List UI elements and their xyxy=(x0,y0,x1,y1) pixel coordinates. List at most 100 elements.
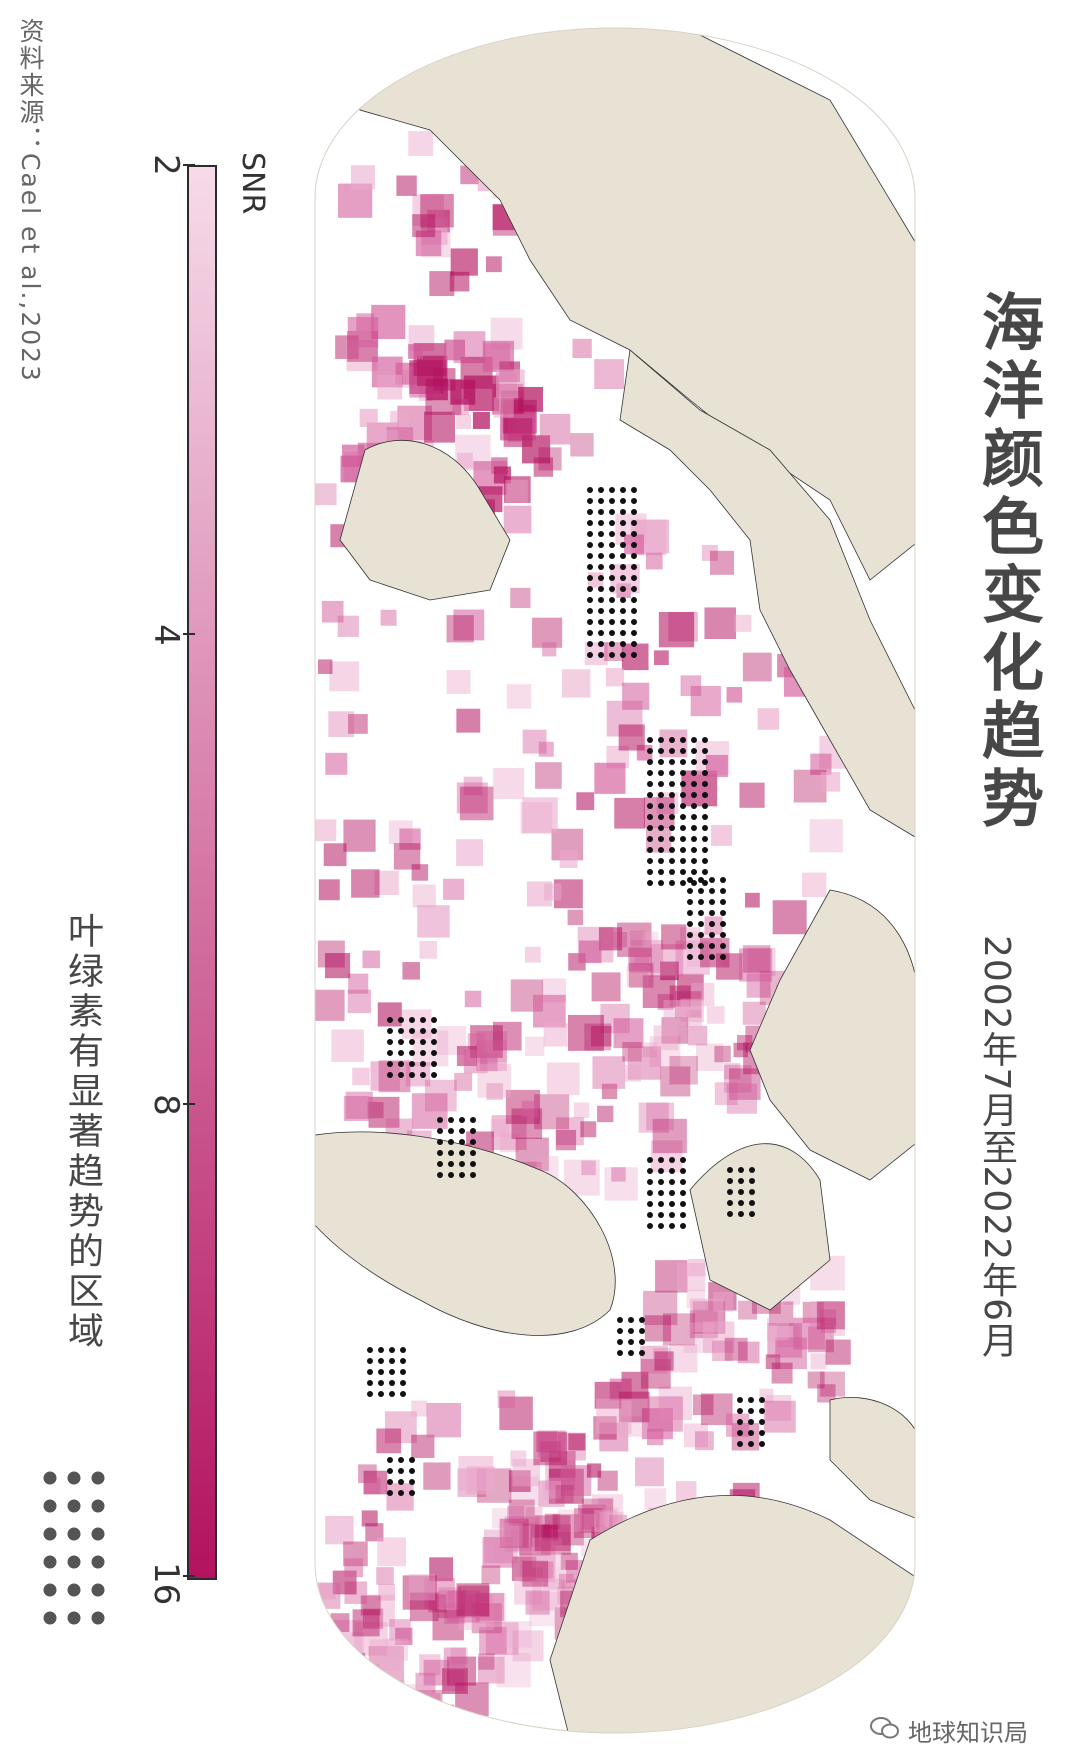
snr-cell xyxy=(742,652,772,682)
snr-cell xyxy=(432,1609,464,1641)
trend-dot xyxy=(680,1223,686,1229)
trend-dot xyxy=(587,564,593,570)
snr-cell xyxy=(318,879,340,901)
snr-cell xyxy=(810,753,832,775)
trend-dot xyxy=(598,608,604,614)
trend-dot xyxy=(680,880,686,886)
snr-cell xyxy=(450,1647,468,1665)
snr-cell xyxy=(696,1043,724,1071)
trend-dot xyxy=(420,1039,426,1045)
snr-cell xyxy=(386,1483,414,1511)
trend-dot xyxy=(431,1061,437,1067)
snr-cell xyxy=(700,938,730,968)
trend-dot xyxy=(727,1200,733,1206)
colorbar-tick-label: 16 xyxy=(146,1562,186,1606)
trend-dot xyxy=(598,553,604,559)
land-north-america-tip xyxy=(829,1397,915,1521)
trend-dot xyxy=(669,803,675,809)
snr-cell xyxy=(377,374,403,400)
trend-dot xyxy=(738,1167,744,1173)
map-subtitle: 2002年7月至2022年6月 xyxy=(976,935,1017,1360)
snr-cell xyxy=(374,1680,405,1712)
snr-cell xyxy=(548,1468,584,1504)
snr-cell xyxy=(485,1622,519,1655)
trend-dot xyxy=(431,1050,437,1056)
snr-cell xyxy=(627,1046,662,1080)
trend-dot xyxy=(647,770,653,776)
snr-cell xyxy=(475,1593,506,1624)
trend-dot xyxy=(680,847,686,853)
trend-dot xyxy=(737,1441,743,1447)
trend-dot xyxy=(702,792,708,798)
trend-dot xyxy=(387,1061,393,1067)
trend-dot xyxy=(437,1139,443,1145)
trend-dot xyxy=(669,880,675,886)
trend-dot xyxy=(658,748,664,754)
trend-dot xyxy=(631,575,637,581)
snr-cell xyxy=(556,1117,584,1146)
snr-cell xyxy=(739,948,773,982)
snr-cell xyxy=(510,1450,527,1467)
trend-dot xyxy=(698,943,704,949)
trend-dot xyxy=(459,1172,465,1178)
legend-dot xyxy=(43,1527,57,1541)
snr-cell xyxy=(456,1046,477,1066)
trend-dot xyxy=(720,921,726,927)
snr-cell xyxy=(802,1301,824,1323)
trend-dot xyxy=(680,1179,686,1185)
snr-cell xyxy=(514,1576,542,1605)
trend-dot xyxy=(409,1490,415,1496)
trend-dot xyxy=(598,542,604,548)
trend-dot xyxy=(378,1347,384,1353)
snr-cell xyxy=(680,675,702,696)
trend-dot xyxy=(620,531,626,537)
snr-cell xyxy=(319,1583,336,1600)
snr-cell xyxy=(472,411,490,429)
snr-cell xyxy=(680,998,704,1023)
trend-dot xyxy=(647,869,653,875)
snr-cell xyxy=(586,1463,602,1478)
trend-dot xyxy=(691,792,697,798)
snr-cell xyxy=(456,839,483,867)
snr-cell xyxy=(425,1704,455,1733)
snr-cell xyxy=(542,1567,565,1590)
snr-cell xyxy=(450,248,478,276)
trend-dot xyxy=(631,509,637,515)
snr-cell xyxy=(675,1481,697,1502)
snr-cell xyxy=(315,1643,317,1668)
snr-cell xyxy=(456,414,471,429)
snr-cell xyxy=(408,131,434,156)
land-antarctica xyxy=(549,1494,915,1733)
colorbar-tick xyxy=(183,164,195,166)
trend-dot xyxy=(448,1161,454,1167)
trend-dot xyxy=(387,1028,393,1034)
snr-cell xyxy=(412,214,436,238)
snr-cell xyxy=(655,1260,688,1293)
snr-cell xyxy=(536,1431,558,1453)
trend-dot xyxy=(587,641,593,647)
legend-dot xyxy=(91,1527,105,1541)
trend-dot xyxy=(759,1430,765,1436)
snr-cell xyxy=(793,1317,825,1350)
trend-dot xyxy=(702,759,708,765)
snr-cell xyxy=(510,1522,539,1551)
trend-dot xyxy=(587,630,593,636)
trend-dot xyxy=(691,781,697,787)
colorbar-tick xyxy=(183,633,195,635)
trend-dot xyxy=(437,1150,443,1156)
trend-dot xyxy=(691,759,697,765)
snr-cell xyxy=(733,1042,748,1058)
trend-dot xyxy=(609,520,615,526)
snr-cell xyxy=(578,1513,597,1532)
snr-cell xyxy=(497,1390,516,1408)
snr-cell xyxy=(343,1541,368,1567)
trend-dot xyxy=(617,1350,623,1356)
trend-dot xyxy=(367,1369,373,1375)
snr-cell xyxy=(315,1633,331,1654)
watermark-text: 地球知识局 xyxy=(908,1719,1028,1747)
trend-dot xyxy=(431,1039,437,1045)
trend-dot xyxy=(749,1200,755,1206)
snr-cell xyxy=(626,964,649,987)
trend-dot xyxy=(698,877,704,883)
snr-cell xyxy=(714,1045,731,1063)
